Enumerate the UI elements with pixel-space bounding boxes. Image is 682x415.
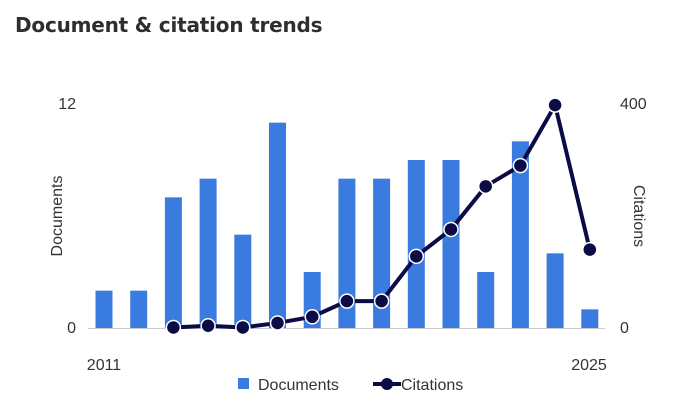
- legend-citations-marker: [381, 378, 393, 390]
- citations-point-2020[interactable]: [408, 248, 425, 265]
- legend-documents-swatch: [238, 378, 249, 389]
- y-right-tick-max: 400: [620, 96, 647, 113]
- y-right-tick-min: 0: [620, 320, 629, 337]
- legend-documents-label: Documents: [258, 377, 339, 394]
- documents-bar-2020[interactable]: [407, 160, 425, 328]
- citations-line-layer: [165, 97, 598, 336]
- documents-bar-2018[interactable]: [338, 178, 356, 328]
- documents-bar-2012[interactable]: [130, 290, 148, 328]
- documents-bar-2023[interactable]: [511, 141, 529, 328]
- documents-bar-2024[interactable]: [546, 253, 564, 328]
- y-left-axis-label: Documents: [49, 176, 66, 257]
- x-tick-last: 2025: [571, 357, 607, 374]
- citations-point-2025[interactable]: [582, 241, 598, 258]
- documents-bar-2019[interactable]: [373, 178, 391, 328]
- citations-point-2021[interactable]: [443, 221, 459, 238]
- documents-bar-2015[interactable]: [234, 234, 252, 328]
- y-right-axis-label: Citations: [630, 185, 647, 247]
- citations-point-2015[interactable]: [235, 319, 251, 336]
- citations-point-2022[interactable]: [477, 178, 494, 195]
- y-left-tick-min: 0: [67, 320, 76, 337]
- documents-bar-2021[interactable]: [442, 160, 460, 328]
- citations-point-2019[interactable]: [373, 293, 390, 309]
- x-tick-first: 2011: [87, 357, 122, 374]
- citations-point-2017[interactable]: [304, 309, 320, 325]
- citations-point-2016[interactable]: [269, 315, 286, 331]
- documents-bar-2022[interactable]: [477, 272, 495, 328]
- documents-bar-2013[interactable]: [164, 197, 182, 328]
- chart-title: Document & citation trends: [15, 13, 323, 37]
- documents-bars: [95, 122, 599, 329]
- citations-point-2024[interactable]: [547, 97, 563, 113]
- legend-citations-label: Citations: [401, 377, 463, 394]
- documents-bar-2011[interactable]: [95, 290, 113, 328]
- documents-bar-2014[interactable]: [199, 178, 217, 328]
- legend[interactable]: Documents Citations: [238, 377, 463, 394]
- documents-bar-2025[interactable]: [581, 309, 599, 328]
- citations-point-2014[interactable]: [200, 318, 216, 334]
- citations-point-2013[interactable]: [165, 319, 182, 336]
- citations-point-2018[interactable]: [339, 293, 355, 309]
- y-left-tick-max: 12: [58, 96, 76, 113]
- citations-point-2023[interactable]: [512, 157, 529, 174]
- documents-bar-2016[interactable]: [269, 122, 286, 329]
